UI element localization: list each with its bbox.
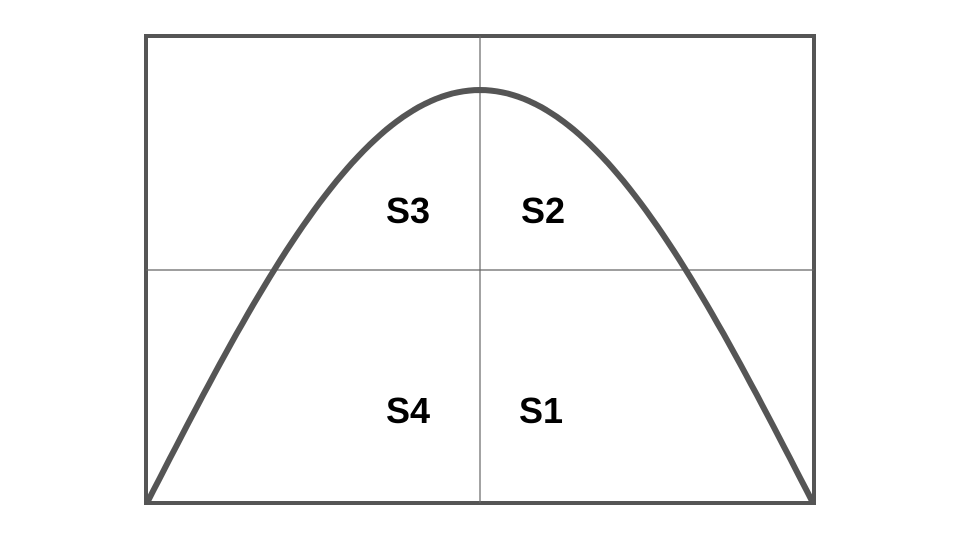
label-s2: S2 bbox=[521, 190, 565, 231]
bell-curve bbox=[145, 87, 815, 504]
label-s1: S1 bbox=[519, 390, 563, 431]
label-s3: S3 bbox=[386, 190, 430, 231]
label-s4: S4 bbox=[386, 390, 430, 431]
